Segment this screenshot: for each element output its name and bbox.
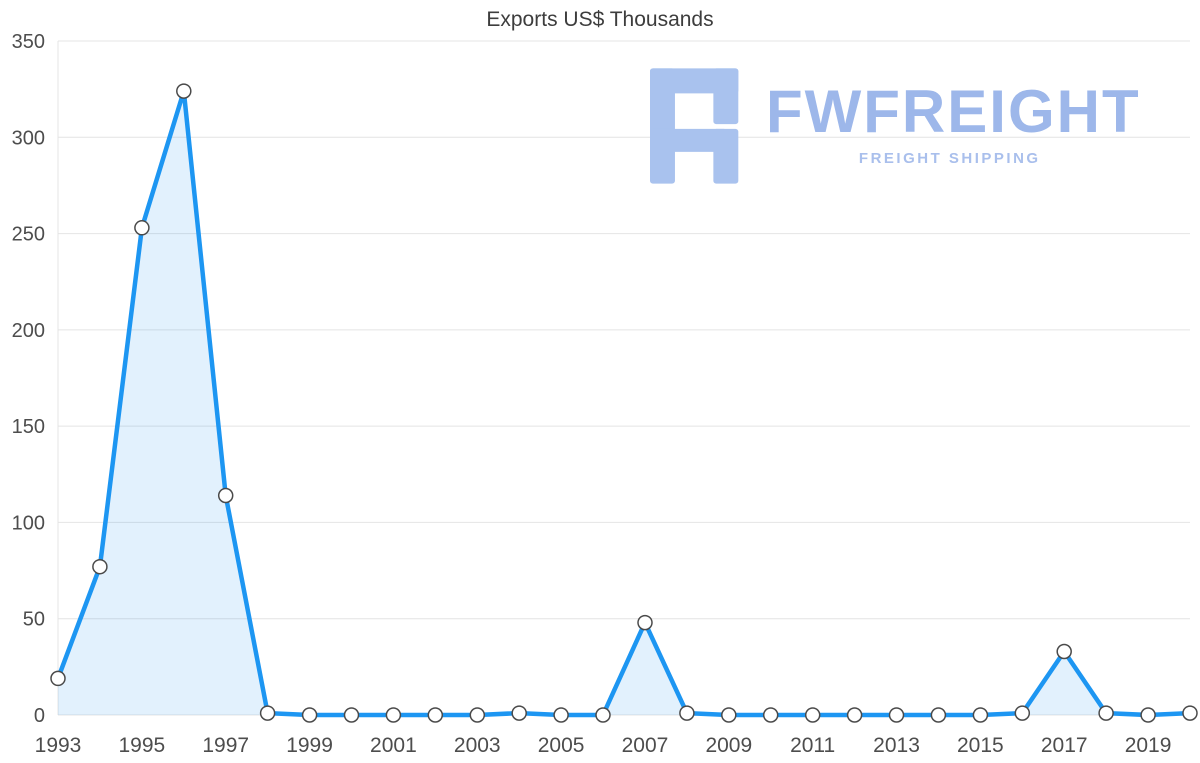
x-tick-label: 1997 bbox=[202, 734, 249, 757]
y-tick-label: 150 bbox=[12, 416, 45, 438]
series-area bbox=[58, 91, 1190, 716]
data-point-marker[interactable] bbox=[92, 558, 108, 575]
x-tick-label: 2019 bbox=[1125, 734, 1172, 757]
x-tick-label: 2015 bbox=[957, 734, 1004, 757]
data-point-marker[interactable] bbox=[176, 83, 192, 99]
chart-title: Exports US$ Thousands bbox=[486, 8, 714, 31]
data-point-marker[interactable] bbox=[1098, 705, 1114, 721]
x-tick-label: 2011 bbox=[790, 734, 835, 757]
data-point-marker[interactable] bbox=[50, 670, 66, 687]
data-point-marker[interactable] bbox=[1056, 643, 1072, 660]
x-tick-label: 1999 bbox=[286, 734, 333, 757]
data-point-marker[interactable] bbox=[595, 707, 611, 723]
data-point-marker[interactable] bbox=[1140, 707, 1156, 723]
x-tick-label: 2007 bbox=[622, 734, 669, 757]
x-tick-label: 2003 bbox=[454, 734, 501, 757]
data-point-marker[interactable] bbox=[385, 707, 402, 723]
data-point-marker[interactable] bbox=[511, 705, 527, 721]
x-tick-label: 2013 bbox=[873, 734, 920, 757]
data-point-marker[interactable] bbox=[721, 707, 737, 723]
y-tick-label: 300 bbox=[12, 127, 45, 149]
data-point-marker[interactable] bbox=[846, 707, 863, 723]
data-point-marker[interactable] bbox=[134, 220, 150, 236]
data-point-marker[interactable] bbox=[301, 707, 318, 723]
x-tick-label: 2017 bbox=[1041, 734, 1088, 757]
data-point-marker[interactable] bbox=[804, 707, 821, 723]
x-tick-label: 2005 bbox=[538, 734, 585, 757]
data-point-marker[interactable] bbox=[762, 707, 779, 723]
data-point-marker[interactable] bbox=[1014, 705, 1031, 721]
y-tick-label: 250 bbox=[12, 224, 45, 246]
data-point-marker[interactable] bbox=[469, 707, 486, 723]
data-point-marker[interactable] bbox=[637, 614, 653, 631]
data-point-marker[interactable] bbox=[217, 487, 234, 504]
y-tick-label: 350 bbox=[12, 31, 45, 53]
data-point-marker[interactable] bbox=[1182, 705, 1198, 721]
data-point-marker[interactable] bbox=[679, 705, 695, 721]
series-line bbox=[55, 88, 1193, 718]
data-point-marker[interactable] bbox=[930, 707, 947, 723]
x-tick-label: 2001 bbox=[370, 734, 417, 757]
y-tick-label: 0 bbox=[34, 705, 45, 727]
x-tick-label: 2009 bbox=[705, 734, 752, 757]
data-point-marker[interactable] bbox=[427, 707, 444, 723]
data-point-marker[interactable] bbox=[259, 705, 276, 721]
y-tick-label: 200 bbox=[12, 320, 45, 342]
y-tick-label: 50 bbox=[23, 609, 45, 631]
x-tick-label: 1995 bbox=[118, 734, 165, 757]
data-point-marker[interactable] bbox=[972, 707, 989, 723]
x-tick-label: 1993 bbox=[35, 734, 82, 757]
data-point-marker[interactable] bbox=[343, 707, 360, 723]
data-point-marker[interactable] bbox=[888, 707, 905, 723]
data-point-marker[interactable] bbox=[553, 707, 569, 723]
y-tick-label: 100 bbox=[12, 512, 45, 534]
